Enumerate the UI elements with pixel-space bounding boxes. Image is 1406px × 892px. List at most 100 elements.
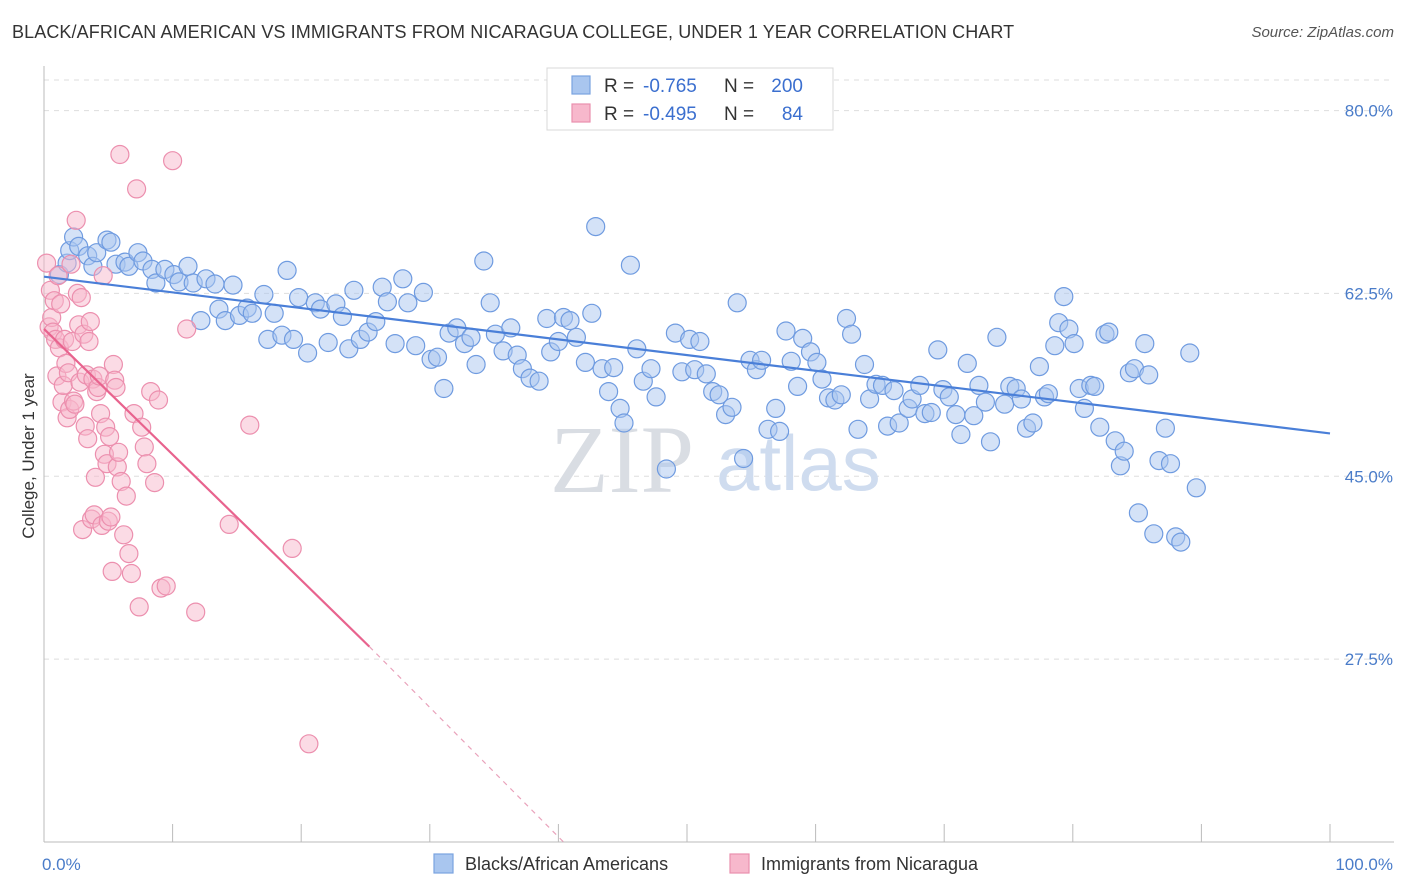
- blacks-point-54: [406, 336, 426, 356]
- blacks-point-9: [101, 232, 121, 252]
- nicaragua-point-10: [51, 294, 71, 314]
- blacks-point-104: [733, 448, 754, 469]
- trend-line-nicaragua: [43, 328, 371, 648]
- nicaragua-point-66: [134, 437, 154, 457]
- legend-r-label-2: R =: [604, 104, 634, 125]
- blacks-point-7: [87, 243, 107, 263]
- blacks-point-181: [1171, 532, 1191, 552]
- legend-box: [546, 67, 834, 131]
- nicaragua-point-76: [219, 514, 239, 535]
- blacks-point-142: [964, 406, 984, 426]
- blacks-point-182: [1180, 343, 1200, 363]
- y-tick-label-2: 45.0%: [1345, 467, 1393, 486]
- blacks-point-145: [980, 432, 1001, 452]
- blacks-point-130: [889, 413, 909, 433]
- blacks-point-78: [566, 327, 587, 347]
- blacks-point-117: [812, 369, 832, 389]
- y-tick-label-3: 27.5%: [1345, 650, 1393, 669]
- blacks-point-41: [318, 332, 338, 353]
- bottom-legend-swatch-pink: [729, 853, 750, 874]
- blacks-point-36: [283, 329, 304, 349]
- blacks-point-175: [1139, 365, 1159, 385]
- blacks-point-111: [776, 321, 796, 341]
- nicaragua-point-59: [116, 486, 136, 506]
- nicaragua-point-55: [108, 442, 129, 462]
- blacks-point-178: [1155, 418, 1176, 438]
- grid-lines: [44, 79, 1394, 660]
- legend-swatch-pink: [571, 103, 591, 123]
- legend-r-value-2: -0.495: [643, 104, 697, 125]
- nicaragua-point-63: [127, 179, 147, 199]
- blacks-point-98: [696, 364, 716, 384]
- blacks-point-179: [1160, 454, 1181, 474]
- nicaragua-point-60: [119, 543, 139, 564]
- series-nicaragua-points: [36, 144, 319, 754]
- blacks-point-140: [951, 424, 971, 445]
- blacks-point-183: [1186, 478, 1206, 498]
- blacks-point-31: [254, 284, 274, 305]
- bottom-legend-swatch-blue: [433, 853, 454, 874]
- blacks-point-147: [994, 394, 1015, 414]
- blacks-point-135: [921, 402, 941, 423]
- blacks-point-152: [1023, 413, 1043, 433]
- blacks-point-45: [344, 280, 364, 300]
- blacks-point-90: [641, 359, 661, 379]
- blacks-point-141: [957, 353, 977, 373]
- blacks-point-86: [614, 413, 634, 433]
- nicaragua-point-79: [299, 734, 319, 754]
- nicaragua-point-37: [85, 467, 106, 487]
- nicaragua-point-0: [36, 253, 57, 273]
- blacks-point-173: [1128, 503, 1149, 523]
- blacks-point-84: [604, 358, 624, 378]
- blacks-point-144: [975, 392, 996, 412]
- blacks-point-133: [910, 375, 930, 395]
- blacks-point-116: [807, 352, 827, 372]
- y-tick-labels: 80.0% 62.5% 45.0% 27.5%: [1345, 102, 1393, 670]
- blacks-point-113: [787, 376, 808, 396]
- y-axis-label: College, Under 1 year: [19, 373, 38, 539]
- blacks-point-150: [1011, 389, 1032, 409]
- nicaragua-point-67: [137, 454, 157, 474]
- legend-r-label-1: R =: [604, 76, 634, 97]
- y-tick-label-0: 80.0%: [1345, 102, 1393, 121]
- blacks-point-124: [854, 354, 875, 375]
- blacks-point-97: [690, 331, 710, 352]
- trend-lines: [43, 275, 1331, 843]
- blacks-point-62: [461, 327, 481, 347]
- legend-swatch-blue: [571, 75, 591, 95]
- blacks-point-167: [1099, 322, 1119, 342]
- nicaragua-point-64: [129, 597, 149, 617]
- legend-n-label-1: N =: [724, 76, 754, 97]
- blacks-point-164: [1085, 376, 1105, 396]
- blacks-point-103: [727, 293, 747, 313]
- bottom-legend-label-blue: Blacks/African Americans: [465, 854, 668, 874]
- legend-r-value-1: -0.765: [643, 76, 697, 97]
- blacks-point-27: [223, 275, 243, 295]
- blacks-point-110: [769, 421, 790, 441]
- blacks-point-81: [586, 217, 606, 237]
- bottom-legend-label-pink: Immigrants from Nicaragua: [761, 854, 979, 874]
- blacks-point-37: [289, 288, 309, 308]
- blacks-point-174: [1135, 334, 1155, 354]
- blacks-point-65: [480, 293, 500, 313]
- blacks-point-83: [598, 382, 619, 402]
- nicaragua-point-43: [93, 266, 113, 286]
- x-tick-label-1: 100.0%: [1335, 855, 1393, 874]
- top-legend: R = -0.765 N = 200 R = -0.495 N = 84: [546, 67, 834, 131]
- blacks-point-176: [1144, 524, 1164, 544]
- chart-title: BLACK/AFRICAN AMERICAN VS IMMIGRANTS FRO…: [12, 22, 1015, 42]
- nicaragua-point-65: [132, 417, 152, 437]
- blacks-point-107: [751, 350, 772, 370]
- nicaragua-point-61: [121, 563, 141, 584]
- blacks-point-55: [413, 282, 433, 302]
- nicaragua-point-73: [163, 151, 183, 171]
- blacks-point-165: [1090, 417, 1110, 437]
- nicaragua-point-58: [114, 525, 134, 545]
- nicaragua-point-78: [282, 538, 302, 559]
- blacks-point-123: [848, 419, 868, 439]
- nicaragua-point-26: [71, 288, 91, 308]
- x-tick-labels: 0.0% 100.0%: [42, 855, 1393, 874]
- blacks-point-122: [841, 324, 862, 344]
- blacks-point-51: [385, 334, 405, 354]
- blacks-point-87: [620, 255, 641, 275]
